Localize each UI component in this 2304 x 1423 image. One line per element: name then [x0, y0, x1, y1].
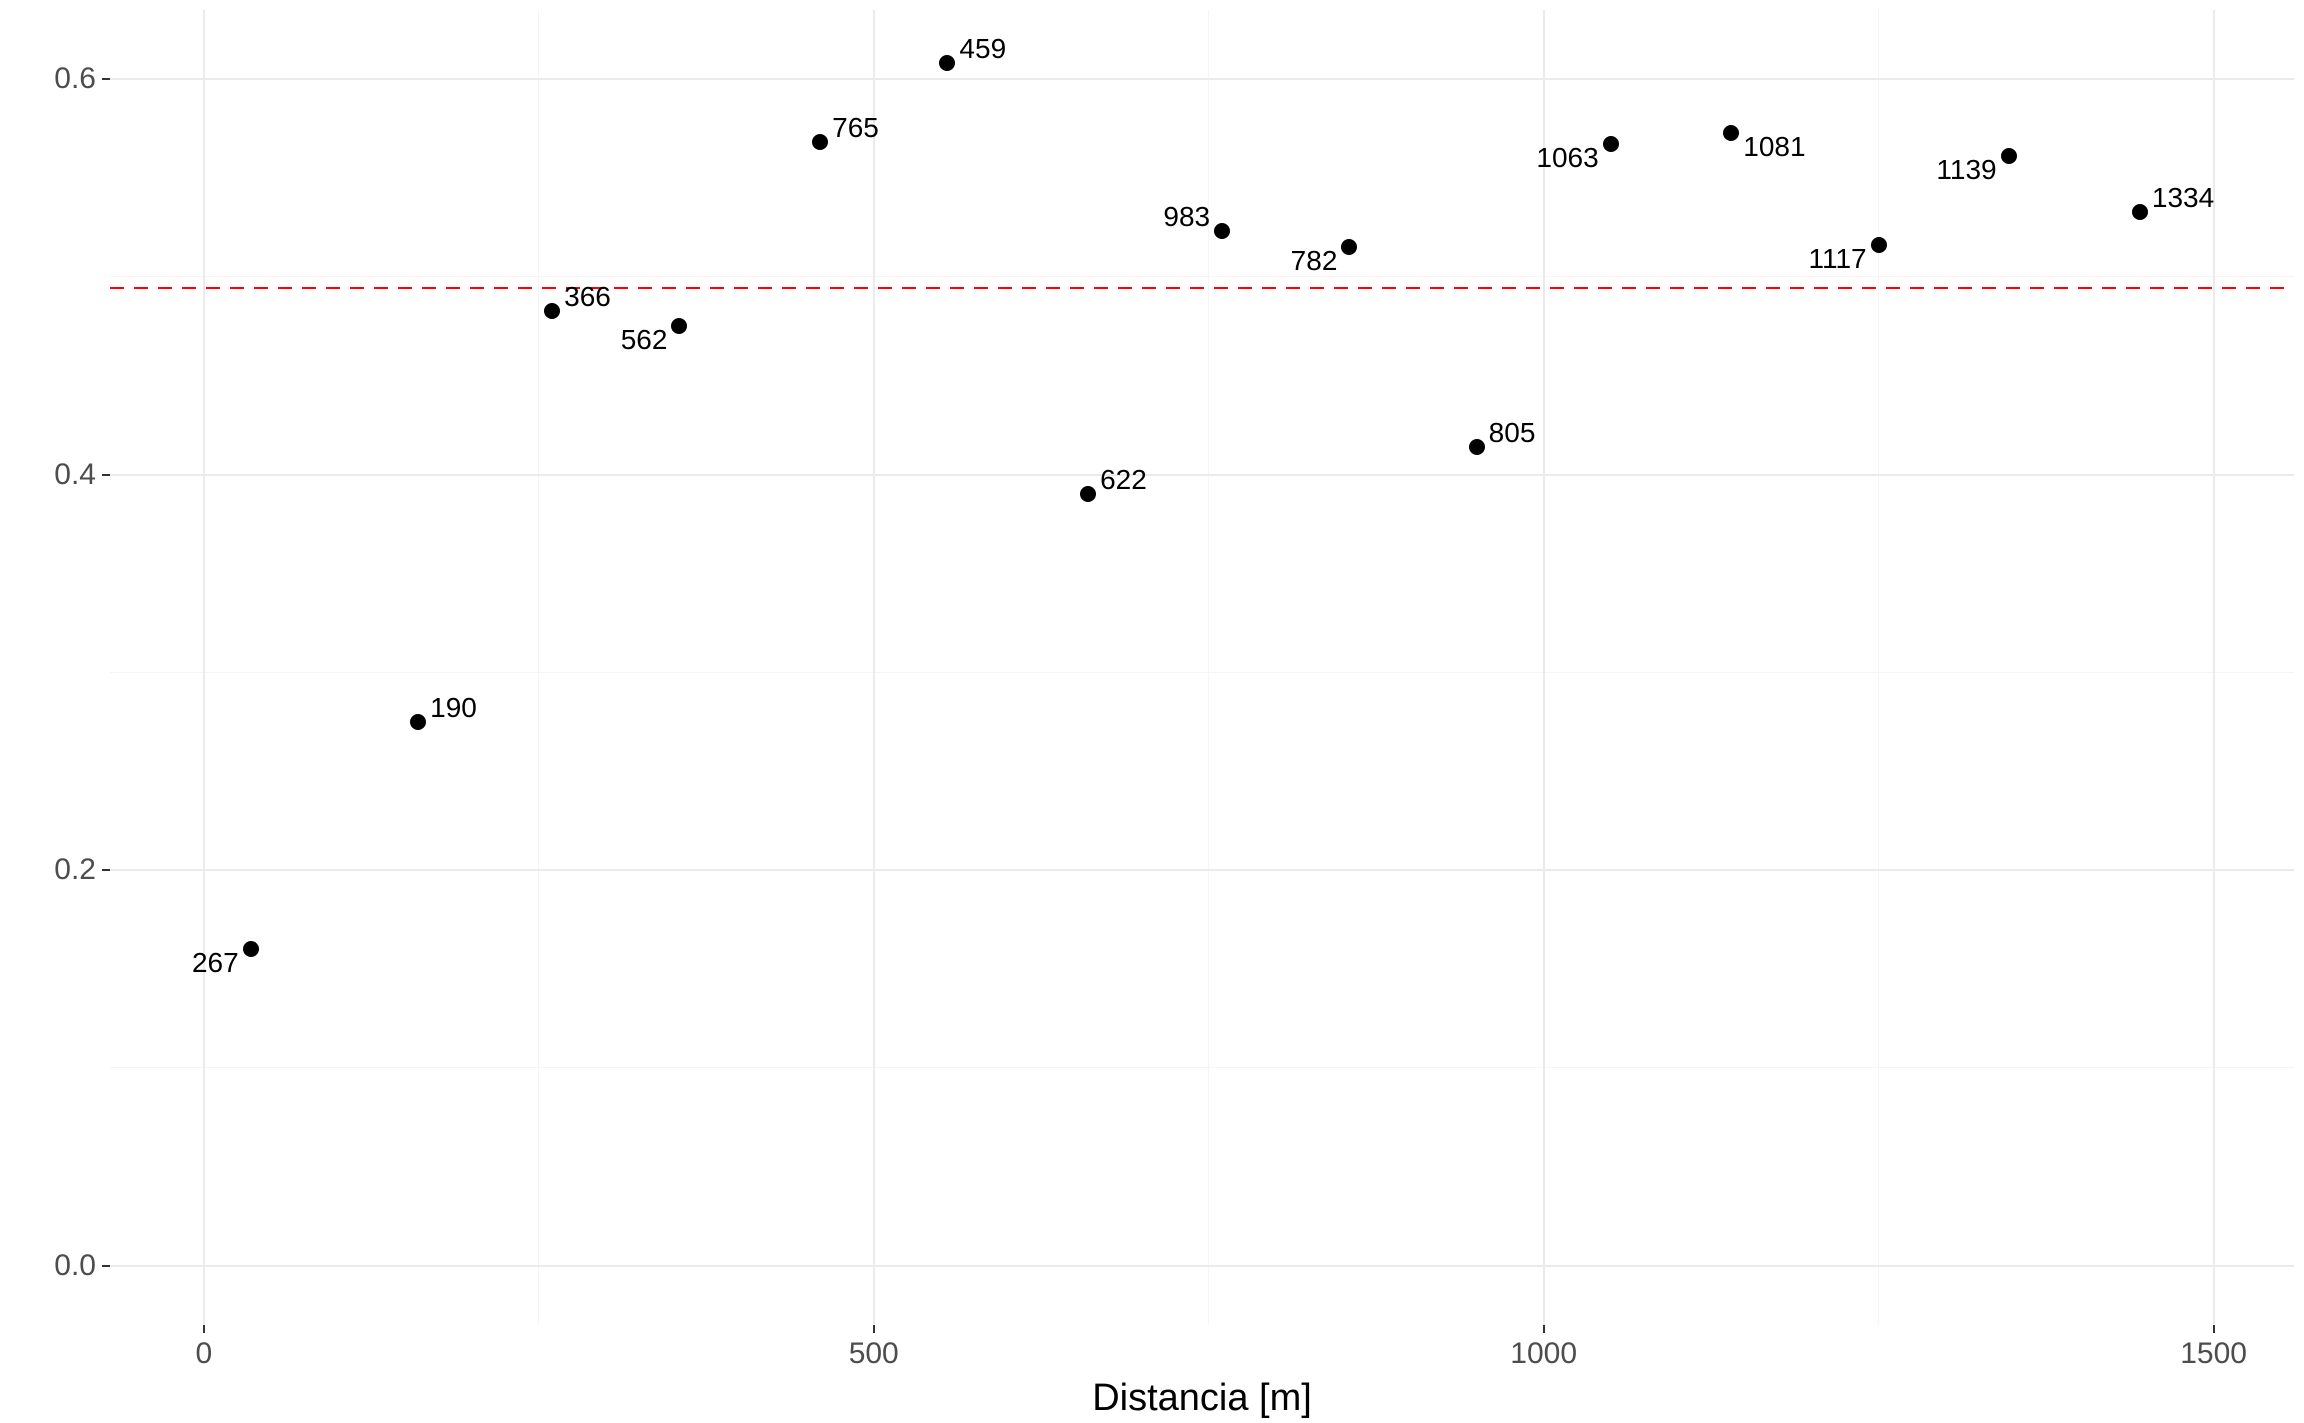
- grid-minor-v: [1878, 10, 1879, 1325]
- data-point: [1469, 439, 1485, 455]
- data-point-label: 366: [564, 281, 611, 313]
- data-point: [812, 134, 828, 150]
- data-point-label: 622: [1100, 464, 1147, 496]
- x-tick-mark: [1543, 1325, 1545, 1333]
- data-point-label: 1334: [2152, 182, 2214, 214]
- data-point-label: 782: [1291, 245, 1338, 277]
- grid-minor-h: [110, 276, 2294, 277]
- grid-major-h: [110, 474, 2294, 476]
- data-point-label: 765: [832, 112, 879, 144]
- data-point: [2001, 148, 2017, 164]
- y-tick-label: 0.2: [54, 853, 96, 887]
- grid-minor-v: [538, 10, 539, 1325]
- data-point: [544, 303, 560, 319]
- grid-major-v: [873, 10, 875, 1325]
- data-point-label: 1081: [1743, 131, 1805, 163]
- y-tick-mark: [102, 869, 110, 871]
- data-point-label: 459: [959, 33, 1006, 65]
- plot-panel: 267 190 366 562 765 459 622 983 782 805 1063 1081 11…: [110, 10, 2294, 1325]
- y-tick-label: 0.6: [54, 62, 96, 96]
- x-tick-label: 0: [195, 1337, 212, 1371]
- plot-area: 267 190 366 562 765 459 622 983 782 805 1063 1081 11…: [110, 10, 2294, 1325]
- y-tick-label: 0.0: [54, 1249, 96, 1283]
- y-tick-mark: [102, 78, 110, 80]
- data-point-label: 983: [1163, 201, 1210, 233]
- grid-major-v: [203, 10, 205, 1325]
- y-tick-mark: [102, 474, 110, 476]
- data-point-label: 267: [192, 947, 239, 979]
- x-axis-label: Distancia [m]: [1092, 1377, 1312, 1420]
- data-point: [243, 941, 259, 957]
- grid-minor-h: [110, 672, 2294, 673]
- data-point: [939, 55, 955, 71]
- data-point-label: 1139: [1936, 154, 1996, 186]
- data-point-label: 562: [621, 324, 668, 356]
- data-point: [1871, 237, 1887, 253]
- y-tick-mark: [102, 1265, 110, 1267]
- data-point-label: 1117: [1809, 243, 1867, 275]
- semivariogram-chart: 267 190 366 562 765 459 622 983 782 805 1063 1081 11…: [0, 0, 2304, 1423]
- data-point: [1341, 239, 1357, 255]
- x-tick-mark: [203, 1325, 205, 1333]
- x-tick-mark: [2213, 1325, 2215, 1333]
- data-point: [1723, 125, 1739, 141]
- x-tick-label: 1000: [1510, 1337, 1577, 1371]
- x-tick-label: 1500: [2180, 1337, 2247, 1371]
- data-point: [410, 714, 426, 730]
- data-point: [1080, 486, 1096, 502]
- y-tick-label: 0.4: [54, 458, 96, 492]
- x-tick-label: 500: [849, 1337, 899, 1371]
- grid-major-v: [1543, 10, 1545, 1325]
- grid-major-h: [110, 1265, 2294, 1267]
- grid-major-h: [110, 78, 2294, 80]
- x-tick-mark: [873, 1325, 875, 1333]
- grid-minor-h: [110, 1067, 2294, 1068]
- reference-hline: [110, 287, 2294, 289]
- data-point-label: 190: [430, 692, 477, 724]
- data-point-label: 1063: [1536, 142, 1598, 174]
- grid-major-h: [110, 869, 2294, 871]
- data-point: [1214, 223, 1230, 239]
- data-point: [1603, 136, 1619, 152]
- data-point-label: 805: [1489, 417, 1536, 449]
- data-point: [2132, 204, 2148, 220]
- data-point: [671, 318, 687, 334]
